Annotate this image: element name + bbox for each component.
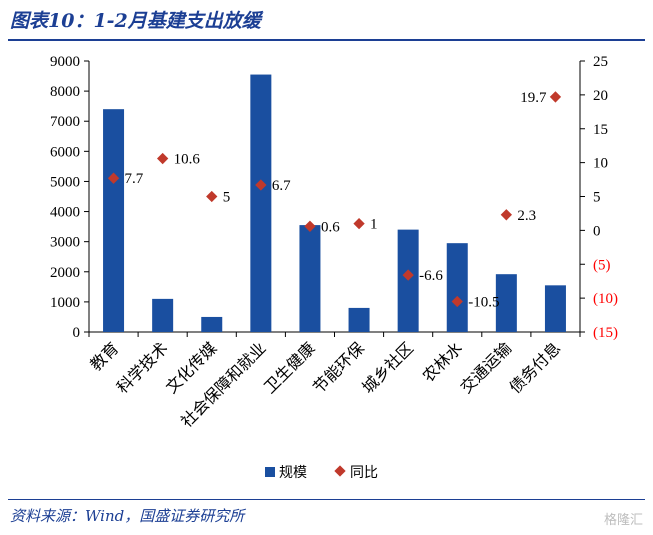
markers-layer: [107, 91, 562, 308]
x-tick-label: 农林水: [419, 339, 466, 386]
legend-marker-label: 同比: [350, 465, 378, 481]
watermark-logo: 格隆汇: [603, 513, 643, 528]
yoy-data-label: 7.7: [125, 171, 144, 187]
bar: [103, 109, 125, 332]
x-tick-label: 卫生健康: [261, 339, 319, 397]
x-tick-label: 债务付息: [506, 339, 564, 397]
footer-divider: [8, 499, 645, 500]
axes-layer: 0 1000 2000 3000 4000 5000 6000 7000 8000 9000 (15…: [50, 54, 618, 431]
yoy-data-label: 6.7: [272, 178, 291, 194]
yoy-data-label: 0.6: [321, 219, 340, 235]
x-tick-label: 教育: [87, 339, 122, 374]
left-tick-label: 7000: [50, 114, 80, 130]
legend-bar-label: 规模: [279, 465, 307, 481]
left-tick-label: 9000: [50, 54, 80, 70]
right-tick-label: 20: [593, 88, 608, 104]
right-tick-label: 10: [593, 156, 608, 172]
title-divider: [8, 39, 645, 41]
bars-layer: [103, 74, 566, 333]
left-tick-label: 3000: [50, 235, 80, 251]
left-tick-label: 6000: [50, 144, 80, 160]
chart-title: 图表10：1-2月基建支出放缓: [10, 10, 261, 32]
yoy-data-label: 10.6: [174, 152, 201, 168]
right-tick-label: 25: [593, 54, 608, 70]
left-tick-label: 2000: [50, 265, 80, 281]
right-tick-label: 0: [593, 223, 601, 239]
bar: [544, 285, 566, 332]
yoy-marker: [206, 190, 218, 203]
yoy-marker: [549, 91, 562, 103]
x-tick-label: 社会保障和就业: [178, 339, 270, 431]
yoy-marker: [255, 179, 267, 191]
legend: 规模 同比: [265, 465, 378, 481]
legend-marker-swatch: [334, 465, 346, 477]
bar: [201, 316, 223, 332]
bar: [495, 274, 517, 332]
bar: [446, 243, 468, 332]
bar: [152, 298, 174, 332]
yoy-marker: [402, 269, 414, 281]
left-tick-label: 4000: [50, 205, 80, 221]
right-tick-label: (5): [593, 257, 611, 273]
labels-layer: 7.7 10.6 5 6.7 0.6 1 -6.6 -10.5 2.3 19.7: [125, 90, 547, 311]
yoy-data-label: 1: [370, 217, 378, 233]
x-tick-label: 交通运输: [457, 339, 515, 397]
yoy-data-label: 19.7: [520, 90, 547, 106]
x-tick-label: 科学技术: [113, 339, 171, 397]
right-tick-label: (10): [593, 291, 618, 307]
yoy-marker: [156, 152, 169, 165]
yoy-marker: [451, 295, 463, 308]
right-tick-label: 5: [593, 190, 601, 206]
left-tick-label: 1000: [50, 295, 80, 311]
left-tick-label: 0: [73, 325, 81, 341]
right-tick-label: 15: [593, 122, 608, 138]
bar: [299, 225, 321, 332]
x-tick-label: 城乡社区: [359, 339, 417, 397]
chart-area: 0 1000 2000 3000 4000 5000 6000 7000 8000 9000 (15…: [50, 54, 618, 481]
legend-bar-swatch: [265, 467, 275, 477]
yoy-marker: [500, 209, 513, 221]
yoy-marker: [353, 217, 365, 230]
bar: [250, 74, 272, 333]
left-tick-label: 5000: [50, 174, 80, 190]
yoy-data-label: 5: [223, 190, 231, 206]
right-tick-label: (15): [593, 325, 618, 341]
bar: [397, 229, 419, 332]
yoy-data-label: 2.3: [517, 208, 536, 224]
yoy-data-label: -10.5: [468, 295, 499, 311]
yoy-data-label: -6.6: [419, 268, 443, 284]
left-tick-label: 8000: [50, 84, 80, 100]
source-note: 资料来源：Wind，国盛证券研究所: [10, 507, 245, 525]
x-tick-label: 节能环保: [310, 339, 368, 397]
yoy-marker: [304, 220, 316, 232]
bar: [348, 307, 370, 332]
